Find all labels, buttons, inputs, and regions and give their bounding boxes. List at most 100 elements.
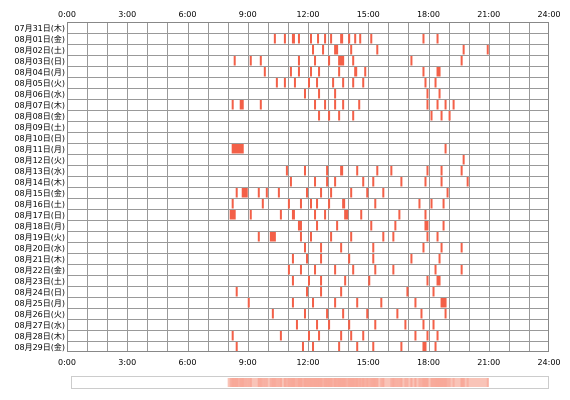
activity-bar <box>444 100 447 110</box>
activity-bar <box>354 34 357 44</box>
activity-bar <box>396 309 399 319</box>
activity-bar <box>342 199 346 209</box>
activity-bar <box>279 331 282 341</box>
row-label: 08月14日(木) <box>14 177 65 187</box>
row-label: 08月09日(土) <box>14 122 65 132</box>
summary-streak <box>370 378 373 387</box>
activity-bar <box>235 342 238 352</box>
summary-streak <box>277 378 280 387</box>
summary-streak <box>382 378 385 387</box>
activity-bar <box>466 177 469 187</box>
activity-bar <box>448 111 451 121</box>
summary-streak <box>430 378 433 387</box>
row-label: 08月10日(日) <box>14 134 65 143</box>
activity-bar <box>398 210 401 220</box>
activity-bar <box>269 232 276 242</box>
activity-bar <box>356 166 359 176</box>
summary-streak <box>316 378 319 387</box>
activity-bar <box>404 320 407 330</box>
activity-bar <box>442 221 445 231</box>
activity-bar <box>436 67 441 77</box>
row-label: 07月31日(木) <box>14 23 65 33</box>
summary-streak <box>352 378 355 387</box>
activity-bar <box>410 56 413 66</box>
activity-bar <box>235 287 238 297</box>
activity-bar <box>436 276 441 286</box>
activity-bar <box>314 265 317 275</box>
activity-bar <box>305 188 308 198</box>
summary-streak <box>332 378 335 387</box>
x-tick-label: 3:00 <box>118 358 136 367</box>
summary-streak <box>414 378 417 387</box>
summary-streak <box>287 378 290 387</box>
activity-bar <box>430 111 433 121</box>
summary-streak <box>310 378 313 387</box>
activity-bar <box>422 320 425 330</box>
activity-bar <box>334 45 339 55</box>
summary-streak <box>396 378 399 387</box>
summary-streak <box>261 378 264 387</box>
summary-streak <box>326 378 329 387</box>
activity-bar <box>317 34 320 44</box>
activity-bar <box>342 78 345 88</box>
activity-bar <box>440 177 443 187</box>
activity-bar <box>249 56 252 66</box>
x-tick-label: 3:00 <box>118 10 136 19</box>
activity-bar <box>426 331 429 341</box>
activity-bar <box>334 89 337 99</box>
activity-bar <box>426 232 429 242</box>
activity-bar <box>259 100 262 110</box>
activity-bar <box>400 342 403 352</box>
summary-streak <box>376 378 379 387</box>
activity-bar <box>340 287 343 297</box>
activity-bar <box>462 155 465 165</box>
activity-bar <box>356 298 359 308</box>
activity-bar <box>460 243 463 253</box>
x-tick-label: 12:00 <box>296 358 319 367</box>
activity-bar <box>460 166 463 176</box>
activity-bar <box>406 287 409 297</box>
row-label: 08月23日(土) <box>14 276 65 286</box>
summary-streak <box>299 378 302 387</box>
activity-bar <box>382 232 385 242</box>
activity-bar <box>442 199 445 209</box>
activity-bar <box>426 166 429 176</box>
summary-streak <box>394 378 397 387</box>
row-label: 08月26日(火) <box>14 310 65 319</box>
activity-bar <box>362 177 365 187</box>
activity-bar <box>308 78 311 88</box>
activity-bar <box>303 89 306 99</box>
activity-bar <box>338 342 341 352</box>
activity-bar <box>318 111 321 121</box>
activity-bar <box>291 34 295 44</box>
summary-streak <box>350 378 353 387</box>
summary-streak <box>460 378 463 387</box>
row-label: 08月02日(土) <box>14 45 65 55</box>
summary-streak <box>301 378 304 387</box>
activity-bar <box>352 78 355 88</box>
summary-streak <box>275 378 278 387</box>
row-label: 08月20日(水) <box>14 243 65 253</box>
row-label: 08月22日(金) <box>14 265 65 275</box>
activity-bar <box>275 78 278 88</box>
row-label: 08月15日(金) <box>14 188 65 198</box>
activity-bar <box>303 309 306 319</box>
summary-streak <box>380 378 383 387</box>
activity-bar <box>328 199 331 209</box>
activity-bar <box>235 188 238 198</box>
activity-bar <box>299 232 302 242</box>
activity-bar <box>257 188 260 198</box>
row-label: 08月13日(水) <box>14 166 65 176</box>
activity-bar <box>356 342 359 352</box>
activity-bar <box>263 67 266 77</box>
x-tick-label: 15:00 <box>357 10 380 19</box>
summary-streak <box>406 378 409 387</box>
activity-bar <box>310 199 313 209</box>
activity-bar <box>440 111 443 121</box>
activity-bar <box>283 78 286 88</box>
activity-bar <box>308 276 311 286</box>
activity-bar <box>320 243 323 253</box>
summary-streak <box>318 378 321 387</box>
summary-streak <box>360 378 363 387</box>
summary-strip <box>71 376 549 389</box>
